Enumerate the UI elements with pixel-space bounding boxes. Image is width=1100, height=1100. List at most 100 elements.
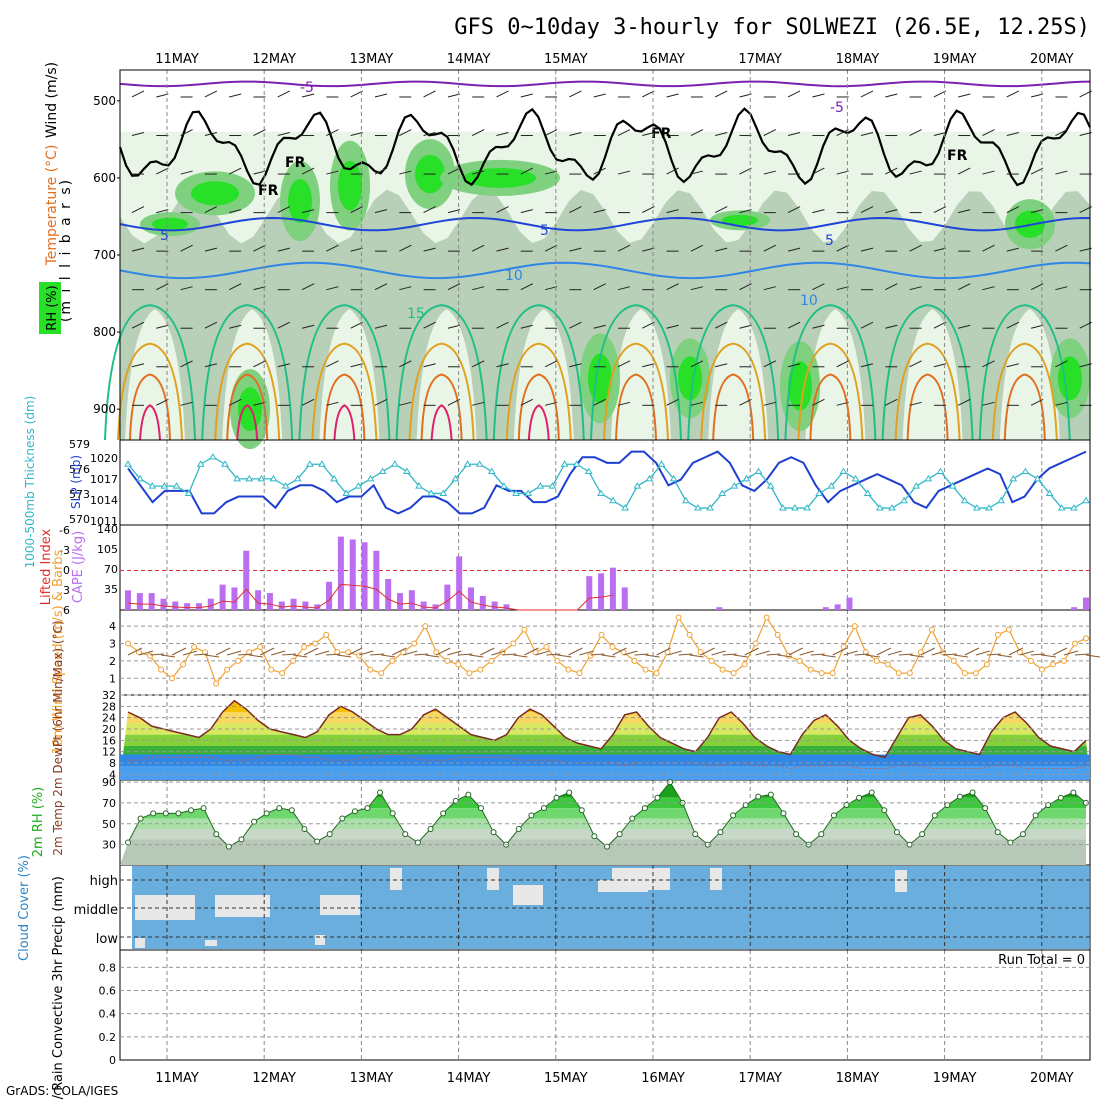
wind-barb-10m — [997, 654, 1012, 658]
wind-barb-10m — [711, 650, 726, 656]
rh2m-marker — [578, 807, 585, 814]
rh-plume — [125, 308, 185, 440]
temp-tick-label: 24 — [102, 712, 116, 725]
wind-speed-marker — [1060, 657, 1067, 664]
wind-speed-marker — [884, 661, 891, 668]
slp-line — [127, 450, 1087, 515]
cloud-axis-label: Cloud Cover (%) — [17, 855, 32, 961]
thickness-tick-label: 573 — [69, 488, 90, 501]
contour-15 — [687, 304, 780, 441]
wind-barb-upper — [1055, 401, 1068, 406]
rh2m-marker — [994, 829, 1001, 836]
wind-barb-upper — [593, 209, 606, 214]
rh2m-marker — [641, 805, 648, 812]
date-label-bottom: 15MAY — [544, 1071, 588, 1086]
cape-axis-label: CAPE (J/kg) — [71, 531, 86, 603]
li-axis-label: Lifted Index — [39, 528, 54, 605]
wind-barb-upper — [885, 167, 898, 175]
wind-barb-upper — [1006, 247, 1019, 252]
wind-barb-upper — [447, 324, 461, 329]
wind-barb-upper — [496, 247, 509, 252]
wind-tick-label: 3 — [109, 638, 116, 651]
wind-barb-10m — [568, 647, 583, 656]
wind-barb-upper — [156, 283, 169, 291]
wind-barb-10m — [271, 650, 286, 656]
wind-barb-upper — [739, 167, 752, 175]
wind-speed-marker — [301, 644, 308, 651]
contour-15 — [784, 304, 877, 441]
wind-barb-upper — [958, 93, 971, 98]
wind-barb-upper — [933, 363, 947, 368]
wind-barb-10m — [777, 654, 792, 658]
contour-20 — [700, 342, 767, 441]
wind-tick-label: 2 — [109, 655, 116, 668]
freezing-level — [118, 107, 1091, 187]
wind-speed-marker — [642, 666, 649, 673]
wind-speed-marker — [928, 626, 935, 633]
cloud-cover-block — [135, 938, 145, 948]
rh2m-marker — [1019, 831, 1026, 838]
wind-barb-upper — [374, 93, 388, 98]
wind-speed-marker — [191, 644, 198, 651]
wind-barb-10m — [854, 653, 869, 656]
cape-bar — [195, 603, 202, 610]
contour-minus5 — [119, 216, 1091, 232]
contour-20 — [603, 342, 669, 441]
wind-speed-marker — [389, 657, 396, 664]
thickness-marker — [415, 482, 423, 489]
wind-barb-10m — [403, 650, 418, 656]
thickness-marker — [815, 489, 824, 496]
thickness-marker — [427, 489, 436, 496]
precip-axis-label: Total / Rain Convective 3hr Precip (mm) — [51, 876, 66, 1100]
wind-barb-upper — [617, 244, 631, 252]
wind-speed-marker — [180, 661, 187, 668]
rh2m-marker — [465, 791, 472, 798]
rh2m-marker — [263, 810, 270, 817]
wind-barb-10m — [744, 647, 759, 656]
wind-barb-upper — [1030, 209, 1044, 214]
wind-barb-upper — [374, 209, 388, 214]
pressure-axis-label: (m i l l i b a r s) — [58, 178, 74, 322]
precip-tick-label: 0 — [109, 1054, 116, 1067]
wind-barb-upper — [739, 209, 752, 214]
thickness-marker — [912, 482, 921, 489]
cape-bar — [479, 595, 486, 610]
wind-barb-upper — [544, 401, 558, 406]
wind-speed-marker — [279, 670, 286, 677]
contour-label: 10 — [505, 268, 523, 284]
thickness-axis-label: 1000-500mb Thickness (dm) — [23, 396, 37, 569]
cape-bar — [290, 598, 297, 610]
contour-label: 10 — [800, 293, 818, 309]
wind-barb-upper — [229, 324, 242, 329]
wind-barb-upper — [763, 129, 777, 136]
wind-barb-upper — [812, 167, 825, 175]
wind-speed-marker — [323, 631, 330, 638]
wind-barb-upper — [885, 209, 898, 214]
wind-barb-upper — [982, 401, 995, 406]
contour-15 — [881, 304, 974, 441]
wind-barb-10m — [623, 650, 638, 656]
thickness-marker — [597, 489, 605, 496]
wind-speed-marker — [158, 666, 165, 673]
wind-barb-upper — [593, 167, 606, 175]
wind-axis-label: Wind (m/s) — [44, 62, 60, 138]
wind-speed-marker — [268, 666, 275, 673]
thickness-marker — [524, 489, 533, 496]
wind-speed-marker — [554, 657, 561, 664]
wind-speed-marker — [719, 666, 726, 673]
wind-barb-upper — [909, 129, 922, 136]
wind-barb-upper — [714, 321, 728, 329]
date-label-top: 17MAY — [738, 52, 782, 67]
thickness-marker — [403, 467, 411, 475]
contour-20 — [214, 342, 281, 441]
wind-barb-10m — [1063, 650, 1079, 656]
date-label-top: 14MAY — [447, 52, 491, 67]
rh2m-marker — [1070, 789, 1077, 796]
wind-barb-upper — [860, 206, 874, 214]
rh2m-marker — [856, 794, 863, 801]
wind-speed-marker — [334, 649, 341, 656]
wind-speed-marker — [125, 640, 131, 647]
thickness-marker — [512, 489, 520, 496]
cape-bar — [397, 593, 404, 610]
contour-30 — [236, 404, 259, 441]
